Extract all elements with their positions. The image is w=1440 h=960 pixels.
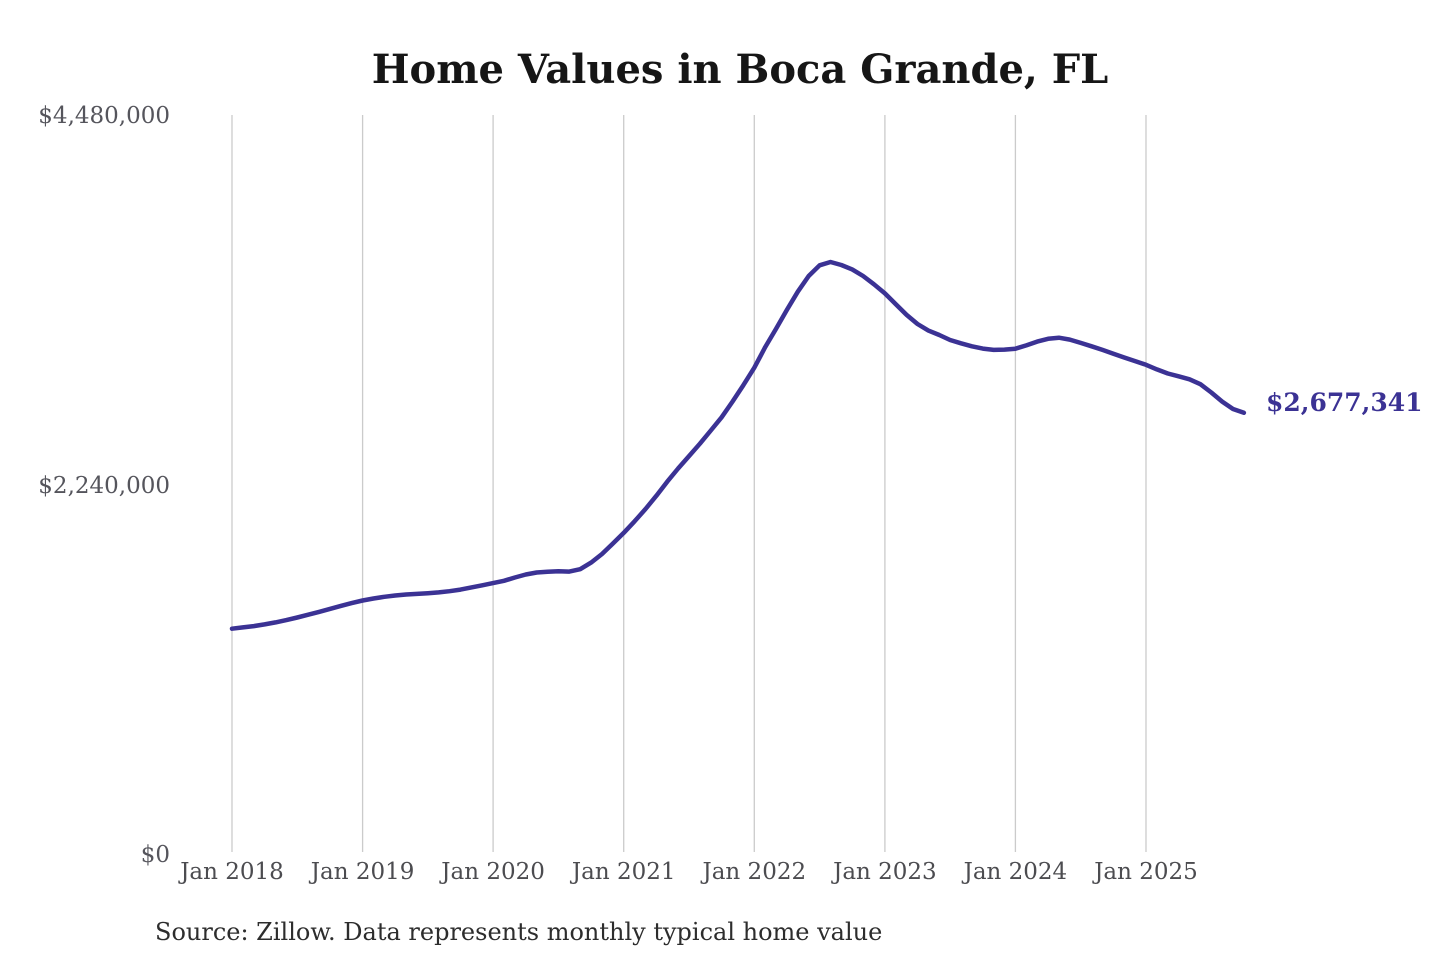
x-tick-label: Jan 2023	[831, 859, 937, 885]
latest-value-label: $2,677,341	[1266, 388, 1423, 417]
x-tick-label: Jan 2025	[1092, 859, 1198, 885]
x-tick-label: Jan 2018	[178, 859, 284, 885]
chart-title: Home Values in Boca Grande, FL	[372, 46, 1109, 93]
y-tick-label: $0	[141, 842, 170, 868]
x-tick-label: Jan 2021	[570, 859, 676, 885]
x-tick-label: Jan 2019	[309, 859, 415, 885]
source-note: Source: Zillow. Data represents monthly …	[155, 918, 882, 946]
x-tick-label: Jan 2022	[701, 859, 807, 885]
home-value-line	[229, 259, 1247, 631]
y-tick-label: $4,480,000	[38, 103, 170, 129]
x-tick-label: Jan 2020	[439, 859, 545, 885]
y-tick-label: $2,240,000	[38, 473, 170, 499]
x-tick-label: Jan 2024	[962, 859, 1068, 885]
